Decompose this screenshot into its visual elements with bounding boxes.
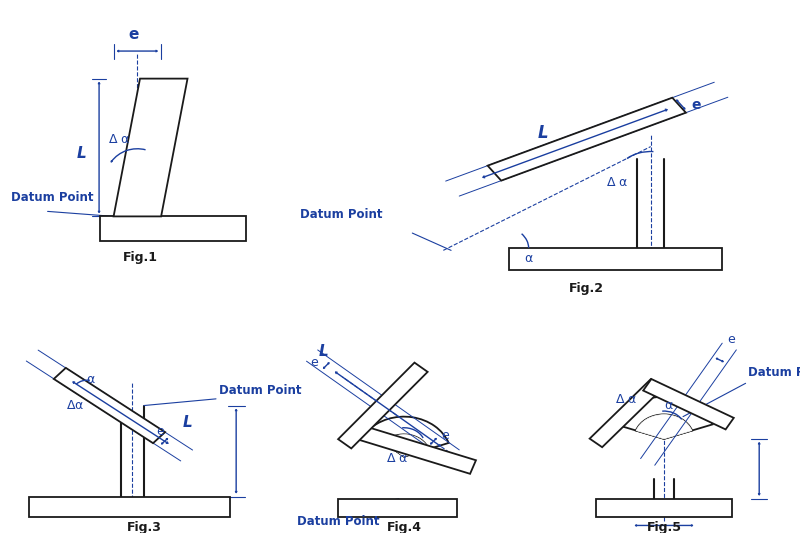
Text: e: e: [727, 333, 734, 345]
Polygon shape: [338, 362, 428, 448]
Wedge shape: [636, 415, 692, 439]
Polygon shape: [29, 497, 230, 516]
Text: Datum Point: Datum Point: [297, 515, 379, 528]
Text: α: α: [664, 399, 672, 412]
Text: L: L: [182, 415, 193, 430]
Text: Datum Point: Datum Point: [300, 208, 382, 221]
Wedge shape: [615, 397, 713, 439]
Polygon shape: [596, 499, 732, 516]
Text: L: L: [319, 344, 329, 359]
Text: $\Delta$ α: $\Delta$ α: [615, 392, 638, 406]
Polygon shape: [101, 216, 246, 241]
Polygon shape: [510, 248, 722, 270]
Wedge shape: [384, 434, 429, 457]
Text: $\Delta$ α: $\Delta$ α: [386, 453, 408, 465]
Polygon shape: [590, 379, 663, 447]
Text: L: L: [77, 146, 86, 161]
Text: $\Delta$ α: $\Delta$ α: [606, 175, 628, 189]
Text: e: e: [310, 356, 318, 369]
Polygon shape: [643, 379, 734, 430]
Text: L: L: [538, 124, 548, 142]
Text: Fig.4: Fig.4: [386, 521, 422, 533]
Text: e: e: [691, 98, 701, 112]
Polygon shape: [54, 368, 165, 443]
Wedge shape: [367, 417, 449, 457]
Text: Fig.5: Fig.5: [646, 521, 682, 533]
Text: Datum Point: Datum Point: [219, 384, 302, 397]
Text: α: α: [86, 373, 94, 386]
Text: Fig.1: Fig.1: [122, 251, 158, 264]
Wedge shape: [384, 434, 429, 457]
Polygon shape: [338, 499, 457, 516]
Polygon shape: [488, 98, 686, 181]
Polygon shape: [114, 78, 187, 216]
Text: Datum Point: Datum Point: [748, 366, 800, 379]
Text: Datum Point: Datum Point: [10, 191, 93, 204]
Text: Fig.2: Fig.2: [570, 282, 604, 295]
Text: $\Delta$α: $\Delta$α: [66, 399, 85, 412]
Text: e: e: [442, 429, 450, 442]
Wedge shape: [636, 415, 692, 439]
Text: α: α: [525, 252, 533, 265]
Text: Fig.3: Fig.3: [126, 521, 162, 533]
Text: e: e: [156, 425, 164, 438]
Polygon shape: [358, 426, 476, 474]
Text: $\Delta$ α: $\Delta$ α: [108, 133, 130, 146]
Text: e: e: [128, 27, 138, 42]
